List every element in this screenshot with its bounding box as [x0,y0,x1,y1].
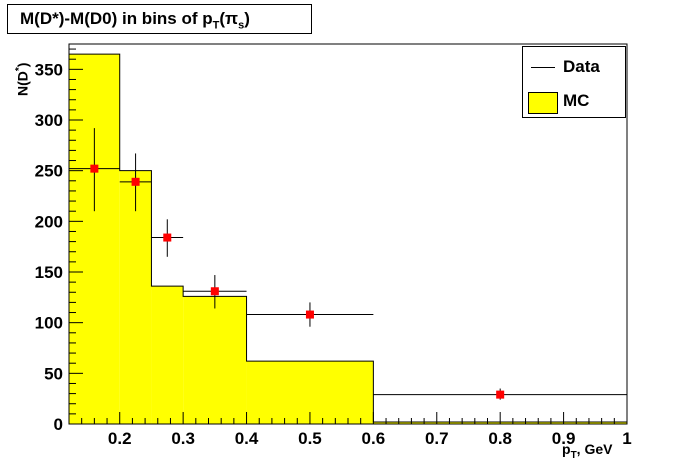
mc-bar [183,296,247,424]
data-marker [131,177,140,186]
mc-outline [68,53,628,424]
data-marker [496,390,505,399]
x-tick-label: 0.6 [362,429,386,448]
x-axis-label: pT, GeV [562,441,613,461]
x-tick-label: 0.9 [552,429,576,448]
x-tick-label: 1 [622,429,631,448]
y-tick-label: 250 [35,162,63,181]
axes: 0.2 0.3 0.4 0.5 0.6 0.7 0.8 0.9 1 0 50 100 150 200 250… [35,44,632,448]
y-tick-label: 200 [35,212,63,231]
mc-bar [69,54,120,425]
legend-label-mc: MC [563,91,590,110]
legend-item-mc: MC [523,85,625,115]
legend-label-data: Data [563,57,600,76]
x-tick-label: 0.4 [235,429,259,448]
legend: Data MC [522,46,626,118]
data-series [69,128,627,400]
data-point [69,128,120,212]
y-tick-label: 0 [54,415,63,434]
x-tick-label: 0.2 [108,429,132,448]
data-marker [210,287,219,296]
y-tick-label: 350 [35,60,63,79]
mc-histogram [68,53,628,425]
legend-fill-swatch [528,92,558,114]
x-tick-label: 0.8 [488,429,512,448]
y-tick-label: 50 [44,364,63,383]
y-tick-label: 100 [35,314,63,333]
x-tick-label: 0.7 [425,429,449,448]
x-tick-label: 0.3 [171,429,195,448]
x-tick-label: 0.5 [298,429,322,448]
y-axis-label: N(D*) [14,62,31,96]
mc-bar [151,286,184,424]
legend-item-data: Data [523,51,625,81]
data-point [246,302,374,327]
data-point [183,275,247,309]
legend-line-swatch [531,67,555,68]
data-marker [90,164,99,173]
y-tick-label: 150 [35,263,63,282]
data-marker [305,310,314,319]
chart-title: M(D*)-M(D0) in bins of pT(πs) [7,4,312,34]
data-point [151,219,184,257]
data-marker [163,233,172,242]
mc-bar [119,170,152,424]
data-point [119,153,152,212]
data-point [373,388,627,400]
y-tick-label: 300 [35,111,63,130]
